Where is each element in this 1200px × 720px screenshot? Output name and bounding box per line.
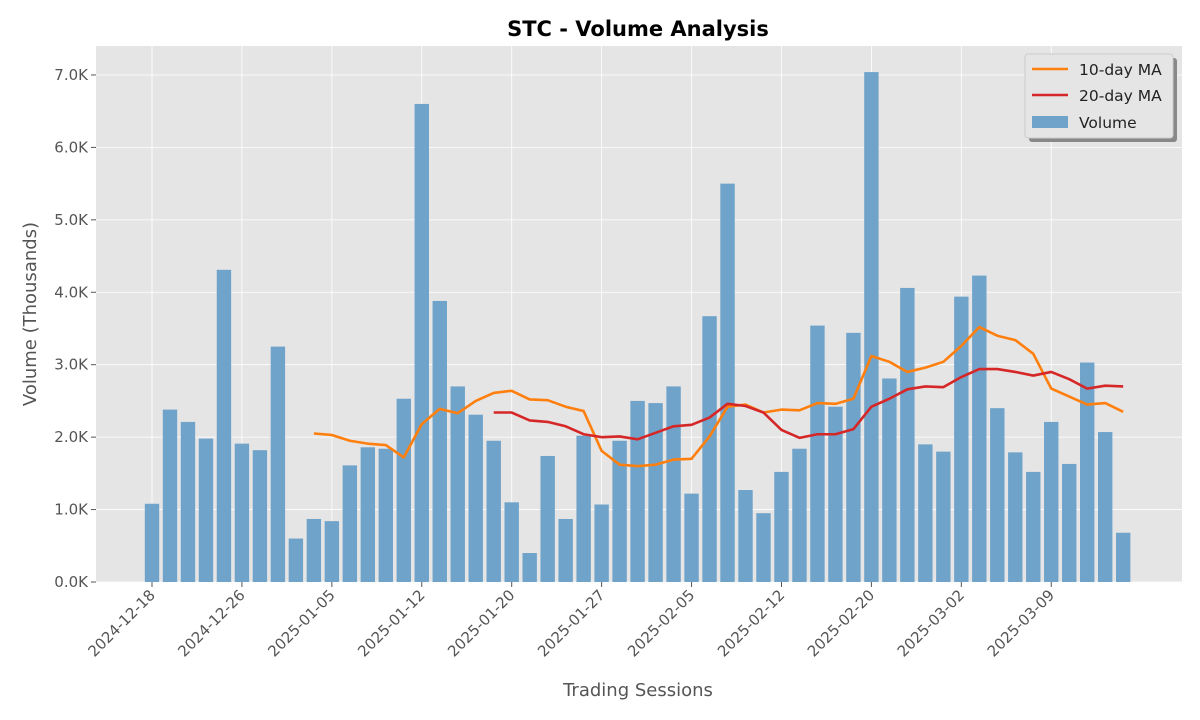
volume-bar [882, 378, 897, 582]
volume-bar [342, 465, 358, 582]
volume-bar [324, 521, 340, 582]
volume-bar [1062, 463, 1077, 582]
volume-bar [972, 275, 987, 582]
volume-bar [630, 400, 645, 582]
volume-bar [558, 518, 573, 582]
volume-bar [846, 332, 861, 582]
volume-bar [270, 346, 286, 582]
volume-bar [1026, 471, 1041, 582]
volume-bar [594, 504, 609, 582]
volume-bar [1080, 362, 1095, 582]
volume-bar [306, 518, 322, 582]
volume-bar [954, 296, 969, 582]
volume-bar [900, 287, 915, 582]
volume-bar [522, 553, 537, 582]
volume-bar [810, 325, 825, 582]
y-tick-label: 4.0K [54, 283, 89, 301]
volume-bar [252, 450, 268, 582]
volume-bar [576, 435, 591, 582]
volume-bar [684, 493, 699, 582]
volume-bar [648, 403, 663, 582]
volume-bar [990, 408, 1005, 582]
y-tick-label: 0.0K [54, 573, 89, 591]
volume-bar [936, 451, 951, 582]
volume-bar [486, 440, 501, 582]
20-day-ma-line [493, 367, 1124, 441]
volume-bar [144, 503, 160, 582]
volume-bar [738, 490, 753, 582]
volume-bar [774, 471, 789, 582]
y-tick-label: 6.0K [54, 138, 89, 156]
volume-bar [414, 103, 429, 582]
volume-bar [1115, 532, 1131, 582]
y-tick-label: 7.0K [54, 66, 89, 84]
volume-bar [288, 538, 304, 582]
legend-label-volume: Volume [1079, 114, 1137, 132]
volume-bar [360, 447, 376, 582]
chart-title: STC - Volume Analysis [507, 17, 769, 41]
y-tick-label: 3.0K [54, 356, 89, 374]
volume-bar [864, 72, 879, 582]
volume-bar [828, 406, 843, 582]
legend: 10-day MA 20-day MA Volume [1024, 53, 1177, 142]
volume-bar [162, 409, 178, 582]
volume-bar [432, 300, 447, 582]
volume-bar [1044, 421, 1059, 582]
volume-bar [720, 183, 735, 582]
volume-bar [1008, 452, 1023, 582]
volume-bar [1098, 432, 1113, 582]
y-tick-label: 1.0K [54, 501, 89, 519]
volume-bars [144, 72, 1131, 582]
volume-bar [792, 448, 807, 582]
legend-label-20-day-ma: 20-day MA [1079, 87, 1162, 105]
y-axis: 0.0K 1.0K 2.0K 3.0K 4.0K 5.0K 6.0K 7.0K [54, 66, 96, 591]
volume-bar [234, 443, 250, 582]
legend-swatch-volume [1032, 116, 1068, 128]
y-tick-label: 5.0K [54, 211, 89, 229]
volume-bar [702, 316, 717, 582]
volume-bar [468, 414, 483, 582]
volume-bar [504, 502, 519, 582]
x-axis-label: Trading Sessions [562, 680, 713, 701]
volume-bar [396, 398, 411, 582]
volume-bar [180, 421, 196, 582]
volume-bar [450, 386, 465, 582]
volume-bar [198, 438, 214, 582]
volume-bar [918, 444, 933, 582]
volume-bar [216, 269, 232, 582]
10-day-ma-line [313, 325, 1124, 468]
volume-bar [666, 386, 681, 582]
volume-bar [612, 440, 627, 582]
y-axis-label: Volume (Thousands) [20, 222, 41, 406]
legend-label-10-day-ma: 10-day MA [1079, 61, 1162, 79]
volume-bar [756, 513, 771, 582]
y-tick-label: 2.0K [54, 428, 89, 446]
volume-bar [540, 455, 555, 582]
moving-average-lines [313, 325, 1124, 468]
volume-bar [378, 448, 394, 582]
